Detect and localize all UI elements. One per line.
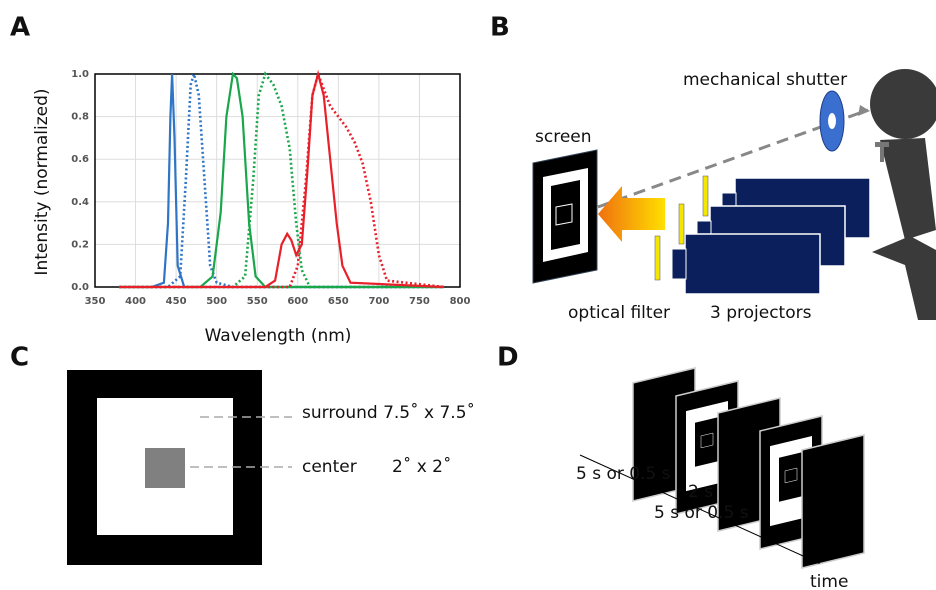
x-tick-label: 400 [125, 296, 146, 307]
x-tick-label: 600 [287, 296, 308, 307]
x-tick-label: 550 [247, 296, 268, 307]
x-tick-label: 750 [409, 296, 430, 307]
projector [684, 233, 821, 295]
observer-head [870, 69, 936, 139]
optical-filter [678, 203, 685, 245]
center [145, 448, 185, 488]
light-arrow [598, 186, 665, 242]
x-axis-label: Wavelength (nm) [205, 326, 352, 346]
panel-letter: C [10, 343, 29, 373]
y-tick-label: 0.4 [71, 197, 89, 208]
shutter-label: mechanical shutter [683, 70, 847, 90]
x-tick-label: 450 [166, 296, 187, 307]
panel-letter: D [497, 343, 519, 373]
screen-label: screen [535, 127, 592, 147]
duration-label: 5 s or 0.5 s [654, 503, 749, 523]
spectra-plot: 350 400 450 500 550 600 650 700 750 800 0.0 0.2 0.4 0… [71, 68, 471, 307]
optical-filter [654, 235, 661, 281]
observer-body [880, 138, 936, 240]
duration-label: 2 s [688, 482, 713, 502]
stimulus-diagram [67, 370, 292, 565]
frame-center [784, 467, 798, 484]
spectrum-line [119, 68, 444, 289]
screen-center [555, 203, 573, 226]
surround-label: surround 7.5˚ x 7.5˚ [302, 402, 475, 423]
center-size-label: 2˚ x 2˚ [392, 456, 452, 477]
time-label: time [810, 572, 848, 590]
y-tick-label: 0.8 [71, 112, 89, 123]
chin-rest [880, 142, 884, 162]
y-axis-label: Intensity (normalized) [32, 88, 52, 275]
arrowhead [858, 105, 870, 116]
panel-letter: A [10, 13, 30, 43]
optical-filter [702, 175, 709, 217]
y-tick-label: 0.6 [71, 154, 89, 165]
y-tick-label: 1.0 [71, 69, 89, 80]
sequence-diagram [579, 367, 865, 569]
setup-diagram [532, 69, 936, 320]
shutter-hole [828, 113, 836, 129]
frame [801, 434, 865, 569]
plot-frame [94, 73, 461, 288]
projector-lens [671, 248, 687, 280]
x-tick-label: 350 [85, 296, 106, 307]
time-axis [579, 454, 813, 561]
x-tick-label: 650 [328, 296, 349, 307]
spectrum-line [119, 69, 444, 289]
x-tick-label: 800 [450, 296, 471, 307]
frame-center [700, 432, 714, 449]
y-tick-label: 0.2 [71, 239, 89, 250]
x-tick-label: 700 [368, 296, 389, 307]
spectrum-line [119, 71, 444, 289]
spectrum-line [119, 71, 444, 289]
projectors-label: 3 projectors [710, 303, 812, 323]
panel-letter: B [490, 13, 510, 43]
y-tick-label: 0.0 [71, 282, 89, 293]
center-label: center [302, 457, 357, 477]
duration-label: 5 s or 0.5 s [576, 464, 671, 484]
filter-label: optical filter [568, 303, 670, 323]
x-tick-label: 500 [206, 296, 227, 307]
arrowhead [806, 552, 820, 564]
observer-legs [872, 236, 936, 320]
